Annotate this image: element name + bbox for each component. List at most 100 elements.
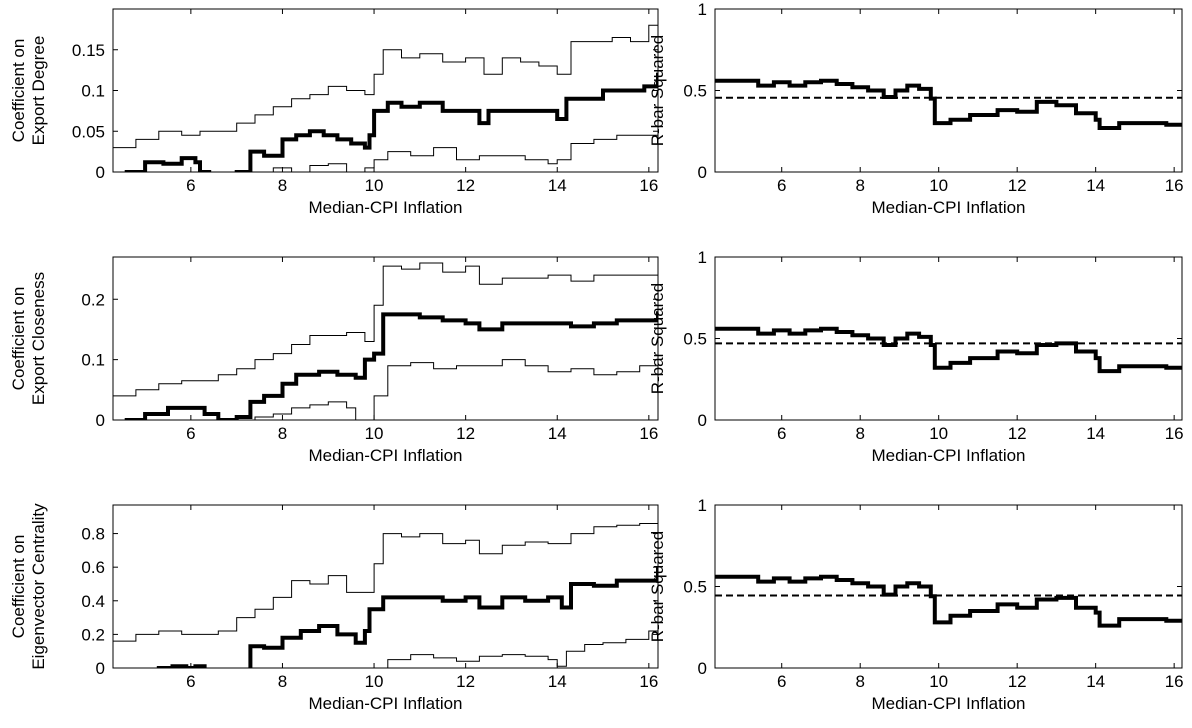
x-tick-label: 12 bbox=[1008, 424, 1027, 443]
y-tick-label: 1 bbox=[698, 0, 707, 19]
series-estimate bbox=[124, 311, 658, 420]
y-axis-label: Coefficient on bbox=[9, 535, 28, 639]
series-estimate bbox=[156, 567, 658, 668]
y-tick-label: 0.2 bbox=[81, 290, 105, 309]
y-tick-label: 0 bbox=[96, 163, 105, 182]
y-tick-label: 0 bbox=[698, 163, 707, 182]
x-tick-label: 10 bbox=[365, 176, 384, 195]
axes-frame bbox=[112, 504, 659, 669]
x-tick-label: 8 bbox=[855, 176, 864, 195]
x-tick-label: 8 bbox=[855, 424, 864, 443]
x-tick-label: 6 bbox=[777, 176, 786, 195]
y-axis-label: Coefficient on bbox=[9, 287, 28, 391]
y-axis-label: Export Closeness bbox=[29, 272, 48, 405]
plot-area bbox=[113, 9, 658, 172]
y-axis-label: R-bar Squared bbox=[648, 283, 667, 395]
x-tick-label: 16 bbox=[639, 176, 658, 195]
series-lower bbox=[240, 359, 658, 420]
x-tick-label: 14 bbox=[548, 672, 567, 691]
x-tick-label: 12 bbox=[1008, 672, 1027, 691]
x-tick-label: 6 bbox=[186, 176, 195, 195]
x-tick-label: 10 bbox=[929, 176, 948, 195]
y-axis-label: Eigenvector Centrality bbox=[29, 503, 48, 670]
y-tick-label: 0 bbox=[96, 411, 105, 430]
x-tick-label: 12 bbox=[456, 672, 475, 691]
x-tick-label: 6 bbox=[777, 424, 786, 443]
x-axis-label: Median-CPI Inflation bbox=[308, 446, 462, 465]
series-upper bbox=[113, 17, 658, 149]
y-tick-label: 0.4 bbox=[81, 592, 105, 611]
panel-4: 6 8 10 12 14 16 0 0.5 1 Median-CPI Inflation R-bar… bbox=[648, 248, 1184, 465]
x-axis-label: Median-CPI Inflation bbox=[308, 694, 462, 713]
y-tick-label: 0.5 bbox=[683, 82, 707, 101]
y-tick-label: 0.05 bbox=[72, 122, 105, 141]
x-tick-label: 14 bbox=[1086, 424, 1105, 443]
y-tick-label: 0 bbox=[698, 659, 707, 678]
plot-area bbox=[715, 257, 1182, 420]
axes-frame bbox=[112, 256, 659, 421]
x-tick-label: 16 bbox=[639, 672, 658, 691]
x-axis-label: Median-CPI Inflation bbox=[871, 198, 1025, 217]
x-tick-label: 16 bbox=[1165, 424, 1184, 443]
x-tick-label: 10 bbox=[365, 424, 384, 443]
plot-area bbox=[715, 9, 1182, 172]
x-tick-label: 14 bbox=[548, 176, 567, 195]
panel-5: 6 8 10 12 14 16 0 0.2 0.4 0.6 0.8 Median-CPI Inflat… bbox=[9, 503, 659, 713]
y-axis-label: R-bar Squared bbox=[648, 35, 667, 147]
series-r-bar-squared bbox=[715, 326, 1182, 374]
series-group bbox=[113, 505, 658, 668]
series-group bbox=[113, 262, 658, 420]
x-tick-label: 10 bbox=[365, 672, 384, 691]
series-group bbox=[715, 326, 1182, 374]
y-tick-label: 0.5 bbox=[683, 578, 707, 597]
series-upper bbox=[113, 505, 658, 642]
x-tick-label: 6 bbox=[777, 672, 786, 691]
x-tick-label: 12 bbox=[1008, 176, 1027, 195]
panel-6: 6 8 10 12 14 16 0 0.5 1 Median-CPI Inflation R-bar… bbox=[648, 496, 1184, 713]
x-tick-label: 8 bbox=[278, 424, 287, 443]
plot-area bbox=[113, 505, 658, 668]
series-estimate bbox=[124, 72, 658, 172]
series-group bbox=[715, 574, 1182, 628]
series-upper bbox=[113, 262, 658, 397]
x-tick-label: 12 bbox=[456, 424, 475, 443]
plot-area bbox=[113, 257, 658, 420]
x-tick-label: 6 bbox=[186, 424, 195, 443]
x-tick-label: 16 bbox=[1165, 672, 1184, 691]
x-tick-label: 14 bbox=[1086, 176, 1105, 195]
panel-3: 6 8 10 12 14 16 0 0.1 0.2 Median-CPI Inflation Coe… bbox=[9, 256, 659, 465]
series-lower bbox=[373, 624, 658, 668]
y-axis-label: Coefficient on bbox=[9, 39, 28, 143]
x-tick-label: 8 bbox=[855, 672, 864, 691]
x-tick-label: 14 bbox=[1086, 672, 1105, 691]
y-tick-label: 1 bbox=[698, 248, 707, 267]
plot-area bbox=[715, 505, 1182, 668]
panel-1: 6 8 10 12 14 16 0 0.05 0.1 0.15 Median-CPI Inflati… bbox=[9, 8, 659, 217]
x-tick-label: 6 bbox=[186, 672, 195, 691]
y-tick-label: 0 bbox=[96, 659, 105, 678]
y-tick-label: 0.15 bbox=[72, 41, 105, 60]
y-tick-label: 0.1 bbox=[81, 351, 105, 370]
x-tick-label: 16 bbox=[1165, 176, 1184, 195]
y-tick-label: 1 bbox=[698, 496, 707, 515]
y-tick-label: 0.8 bbox=[81, 525, 105, 544]
y-tick-label: 0.5 bbox=[683, 330, 707, 349]
x-tick-label: 8 bbox=[278, 176, 287, 195]
x-tick-label: 10 bbox=[929, 424, 948, 443]
panel-2: 6 8 10 12 14 16 0 0.5 1 Median-CPI Inflation R-bar… bbox=[648, 0, 1184, 217]
y-tick-label: 0 bbox=[698, 411, 707, 430]
y-tick-label: 0.2 bbox=[81, 625, 105, 644]
series-group bbox=[715, 78, 1182, 130]
x-axis-label: Median-CPI Inflation bbox=[871, 694, 1025, 713]
x-tick-label: 14 bbox=[548, 424, 567, 443]
x-axis-label: Median-CPI Inflation bbox=[871, 446, 1025, 465]
x-tick-label: 10 bbox=[929, 672, 948, 691]
x-tick-label: 16 bbox=[639, 424, 658, 443]
x-axis-label: Median-CPI Inflation bbox=[308, 198, 462, 217]
y-axis-label: Export Degree bbox=[29, 36, 48, 146]
y-tick-label: 0.1 bbox=[81, 82, 105, 101]
y-axis-label: R-bar Squared bbox=[648, 531, 667, 643]
x-tick-label: 8 bbox=[278, 672, 287, 691]
y-tick-label: 0.6 bbox=[81, 558, 105, 577]
